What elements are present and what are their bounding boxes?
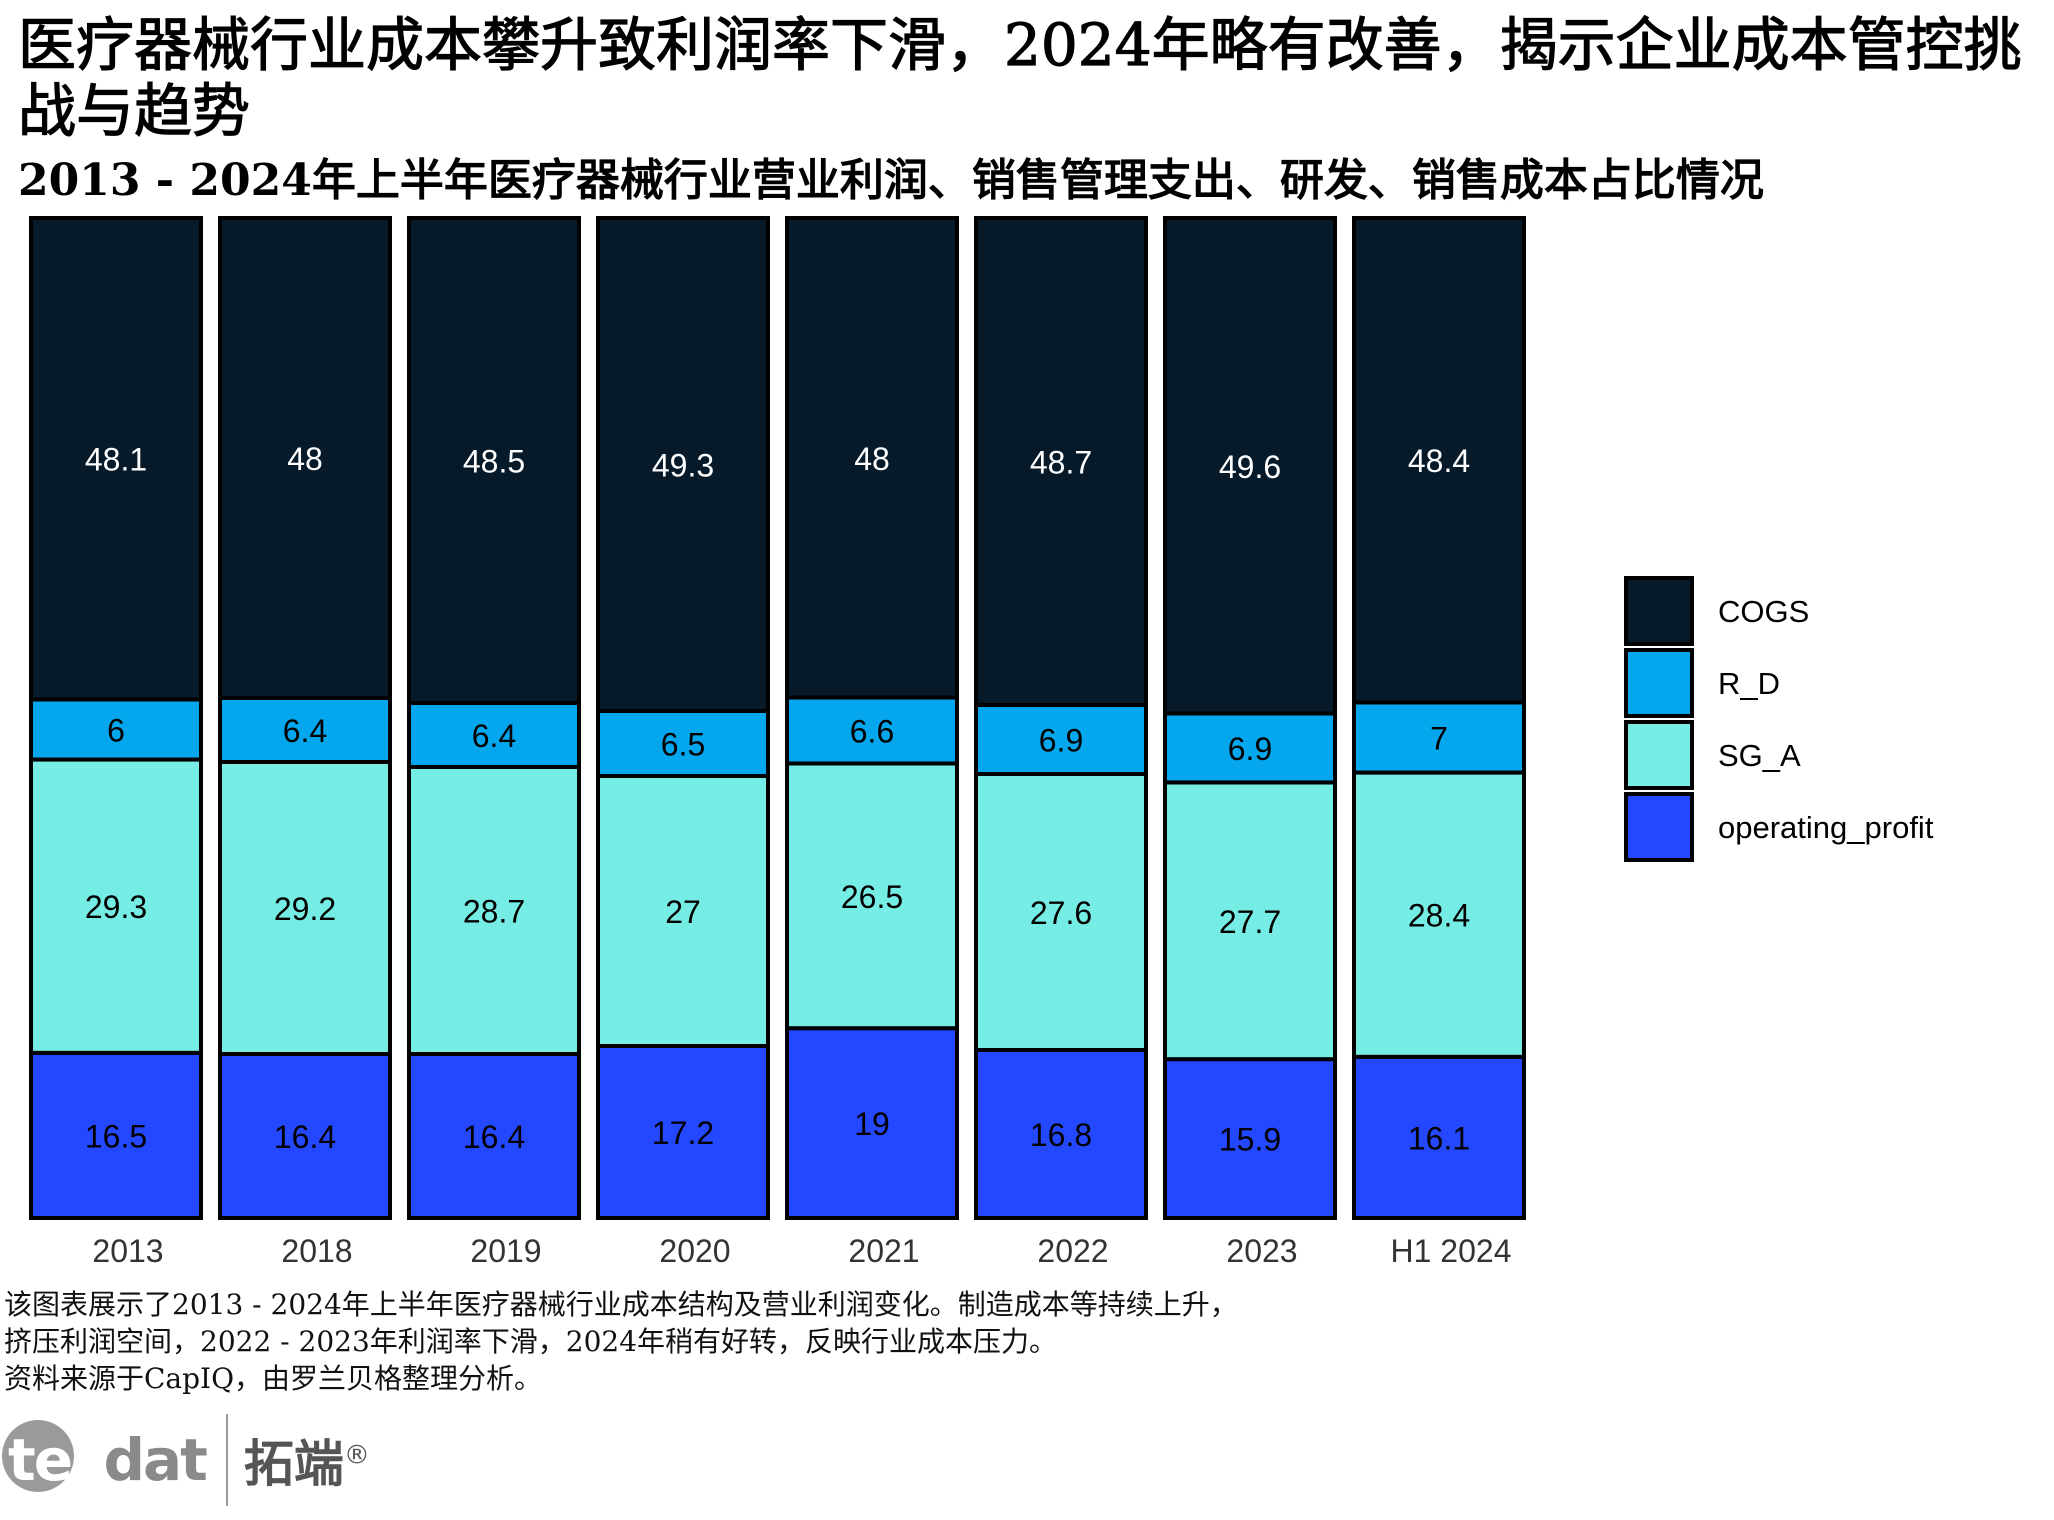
data-label-sg-a-2013: 29.3 [85, 889, 147, 925]
bar-segment-sg-a-2021 [785, 761, 959, 1031]
logo-mark-lead: tec [8, 1426, 105, 1494]
data-label-sg-a-2022: 27.6 [1030, 895, 1092, 931]
bar-segment-cogs-2019 [407, 216, 581, 705]
bar-segment-operating-profit-h1-2024 [1352, 1054, 1526, 1221]
bar-segment-cogs-2018 [218, 216, 392, 700]
caption-line-3: 资料来源于CapIQ，由罗兰贝格整理分析。 [4, 1362, 543, 1395]
data-label-sg-a-2021: 26.5 [841, 879, 903, 915]
data-label-cogs-2018: 48 [287, 441, 323, 477]
x-tick-label-2019: 2019 [470, 1233, 541, 1269]
x-axis-tick-labels: 2013 2018 2019 2020 2021 2022 2023 H1 2024 [92, 1233, 1511, 1269]
logo-circle-icon [2, 1420, 74, 1492]
logo-chinese-name: 拓端® [244, 1424, 370, 1496]
legend-label-operating-profit: operating_profit [1718, 810, 1934, 845]
bar-segment-sg-a-2023 [1163, 780, 1337, 1062]
bar-segment-sg-a-2019 [407, 765, 581, 1056]
legend-label-sg-a: SG_A [1718, 738, 1801, 773]
x-tick-label-2023: 2023 [1226, 1233, 1297, 1269]
data-label-operating-profit-2013: 16.5 [85, 1118, 147, 1154]
chart-title: 医疗器械行业成本攀升致利润率下滑，2024年略有改善，揭示企业成本管控挑战与趋势 [17, 11, 2022, 145]
bar-segment-cogs-2022 [974, 216, 1148, 707]
legend-label-r-d: R_D [1718, 666, 1780, 701]
data-label-sg-a-2023: 27.7 [1219, 904, 1281, 940]
caption-line-1: 该图表展示了2013 - 2024年上半年医疗器械行业成本结构及营业利润变化。制… [4, 1288, 1238, 1321]
data-label-r-d-2018: 6.4 [283, 713, 327, 749]
legend-key-operating-profit [1624, 792, 1694, 862]
bar-segment-cogs-h1-2024 [1352, 216, 1526, 705]
data-label-r-d-2023: 6.9 [1228, 731, 1272, 767]
data-label-sg-a-2019: 28.7 [463, 894, 525, 930]
legend: COGS R_D SG_A operating_profit [1624, 576, 1934, 862]
chart-subtitle: 2013 - 2024年上半年医疗器械行业营业利润、销售管理支出、研发、销售成本… [18, 155, 1764, 206]
data-label-operating-profit-2018: 16.4 [274, 1119, 336, 1155]
bar-segment-cogs-2023 [1163, 216, 1337, 716]
bar-segment-sg-a-2018 [218, 760, 392, 1056]
bar-segment-cogs-2013 [29, 216, 203, 702]
bar-segment-r-d-2020 [596, 709, 770, 778]
data-label-cogs-2013: 48.1 [85, 442, 147, 478]
legend-key-sg-a [1624, 720, 1694, 790]
data-label-operating-profit-2021: 19 [854, 1106, 890, 1142]
data-label-cogs-h1-2024: 48.4 [1408, 443, 1470, 479]
bar-segment-cogs-2020 [596, 216, 770, 713]
data-label-operating-profit-2022: 16.8 [1030, 1117, 1092, 1153]
data-label-r-d-2020: 6.5 [661, 727, 705, 763]
x-tick-label-h1-2024: H1 2024 [1391, 1233, 1512, 1269]
bar-segment-r-d-h1-2024 [1352, 700, 1526, 775]
data-label-r-d-2022: 6.9 [1039, 723, 1083, 759]
stacked-bar-chart: 16.5 29.3 6 48.1 16.4 29.2 6.4 48 16.4 28.7 6.4 48.… [29, 216, 1934, 1269]
tecdat-logo-mark: tecdat [2, 1420, 208, 1494]
x-tick-label-2013: 2013 [92, 1233, 163, 1269]
bar-segment-cogs-2021 [785, 216, 959, 700]
data-label-operating-profit-h1-2024: 16.1 [1408, 1120, 1470, 1156]
data-label-cogs-2021: 48 [854, 441, 890, 477]
bar-segment-sg-a-2020 [596, 774, 770, 1048]
logo-mark-tail: dat [103, 1426, 207, 1494]
legend-label-cogs: COGS [1718, 594, 1809, 629]
data-label-r-d-2013: 6 [107, 713, 125, 749]
bar-segment-sg-a-2022 [974, 772, 1148, 1052]
brand-logo: tecdat 拓端® [2, 1410, 370, 1510]
data-label-cogs-2023: 49.6 [1219, 449, 1281, 485]
data-label-cogs-2019: 48.5 [463, 444, 525, 480]
logo-divider [225, 1414, 228, 1506]
data-label-sg-a-2018: 29.2 [274, 891, 336, 927]
data-label-operating-profit-2023: 15.9 [1219, 1122, 1281, 1158]
data-label-r-d-2021: 6.6 [850, 713, 894, 749]
bar-group: 16.5 29.3 6 48.1 16.4 29.2 6.4 48 16.4 28.7 6.4 48.… [29, 216, 1526, 1221]
logo-cn-text: 拓端 [243, 1435, 344, 1493]
x-tick-label-2020: 2020 [659, 1233, 730, 1269]
bar-segment-r-d-2023 [1163, 711, 1337, 785]
legend-key-r-d [1624, 648, 1694, 718]
data-label-sg-a-h1-2024: 28.4 [1408, 898, 1470, 934]
legend-key-cogs [1624, 576, 1694, 646]
bar-segment-operating-profit-2022 [974, 1048, 1148, 1220]
bar-segment-operating-profit-2021 [785, 1026, 959, 1221]
data-label-cogs-2022: 48.7 [1030, 445, 1092, 481]
data-label-operating-profit-2019: 16.4 [463, 1119, 525, 1155]
data-label-cogs-2020: 49.3 [652, 448, 714, 484]
data-label-r-d-h1-2024: 7 [1430, 721, 1448, 757]
registered-mark: ® [343, 1440, 370, 1471]
chart-caption: 该图表展示了2013 - 2024年上半年医疗器械行业成本结构及营业利润变化。制… [4, 1286, 1238, 1397]
x-tick-label-2021: 2021 [848, 1233, 919, 1269]
bar-segment-sg-a-2013 [29, 757, 203, 1055]
data-label-sg-a-2020: 27 [665, 894, 701, 930]
data-label-r-d-2019: 6.4 [472, 718, 516, 754]
bar-segment-operating-profit-2019 [407, 1052, 581, 1220]
bar-segment-operating-profit-2023 [1163, 1057, 1337, 1220]
x-tick-label-2022: 2022 [1037, 1233, 1108, 1269]
x-tick-label-2018: 2018 [281, 1233, 352, 1269]
data-label-operating-profit-2020: 17.2 [652, 1115, 714, 1151]
caption-line-2: 挤压利润空间，2022 - 2023年利润率下滑，2024年稍有好转，反映行业成… [4, 1325, 1058, 1358]
